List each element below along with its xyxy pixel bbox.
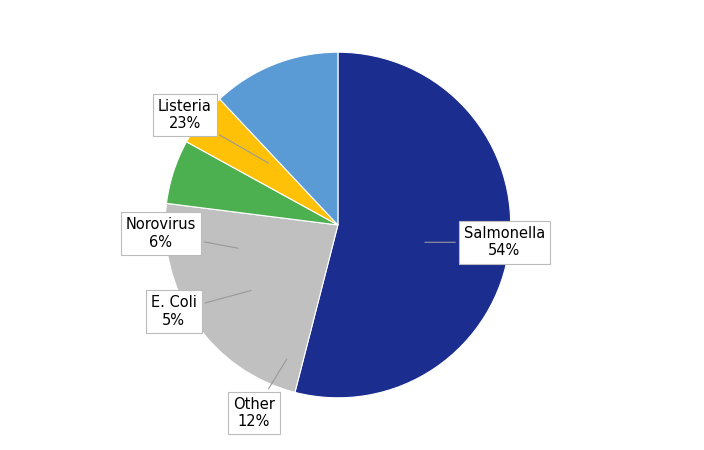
Text: E. Coli
5%: E. Coli 5%: [151, 291, 251, 328]
Wedge shape: [220, 52, 338, 225]
Wedge shape: [295, 52, 510, 398]
Text: Other
12%: Other 12%: [233, 359, 287, 429]
Wedge shape: [187, 99, 338, 225]
Wedge shape: [165, 203, 338, 392]
Text: Norovirus
6%: Norovirus 6%: [125, 217, 238, 250]
Text: Salmonella
54%: Salmonella 54%: [425, 226, 545, 258]
Wedge shape: [166, 142, 338, 225]
Text: Listeria
23%: Listeria 23%: [158, 99, 268, 163]
